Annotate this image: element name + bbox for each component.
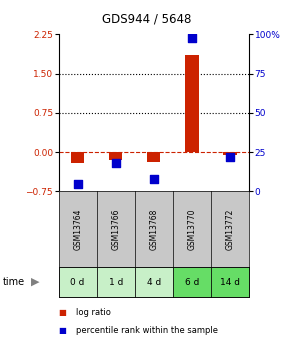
Text: 4 d: 4 d — [147, 277, 161, 287]
Text: 14 d: 14 d — [220, 277, 240, 287]
Text: GDS944 / 5648: GDS944 / 5648 — [102, 13, 191, 26]
Text: 0 d: 0 d — [70, 277, 85, 287]
Bar — [71, 152, 84, 163]
Bar — [97, 267, 135, 297]
Text: time: time — [3, 277, 25, 287]
Bar — [185, 56, 199, 152]
Text: ■: ■ — [59, 308, 67, 317]
Text: log ratio: log ratio — [76, 308, 111, 317]
Bar — [109, 152, 122, 160]
Point — [75, 181, 80, 186]
Text: ▶: ▶ — [31, 277, 40, 287]
Bar — [59, 267, 97, 297]
Bar — [135, 267, 173, 297]
Point — [228, 154, 232, 160]
Text: GSM13766: GSM13766 — [111, 209, 120, 250]
Text: GSM13772: GSM13772 — [226, 209, 234, 250]
Text: ■: ■ — [59, 326, 67, 335]
Bar — [173, 267, 211, 297]
Text: GSM13770: GSM13770 — [188, 209, 196, 250]
Text: GSM13768: GSM13768 — [149, 209, 158, 250]
Text: GSM13764: GSM13764 — [73, 209, 82, 250]
Bar — [223, 152, 237, 155]
Point — [151, 176, 156, 182]
Bar — [147, 152, 161, 162]
Point — [113, 160, 118, 166]
Bar — [211, 267, 249, 297]
Text: percentile rank within the sample: percentile rank within the sample — [76, 326, 218, 335]
Point — [190, 35, 194, 40]
Text: 6 d: 6 d — [185, 277, 199, 287]
Text: 1 d: 1 d — [108, 277, 123, 287]
